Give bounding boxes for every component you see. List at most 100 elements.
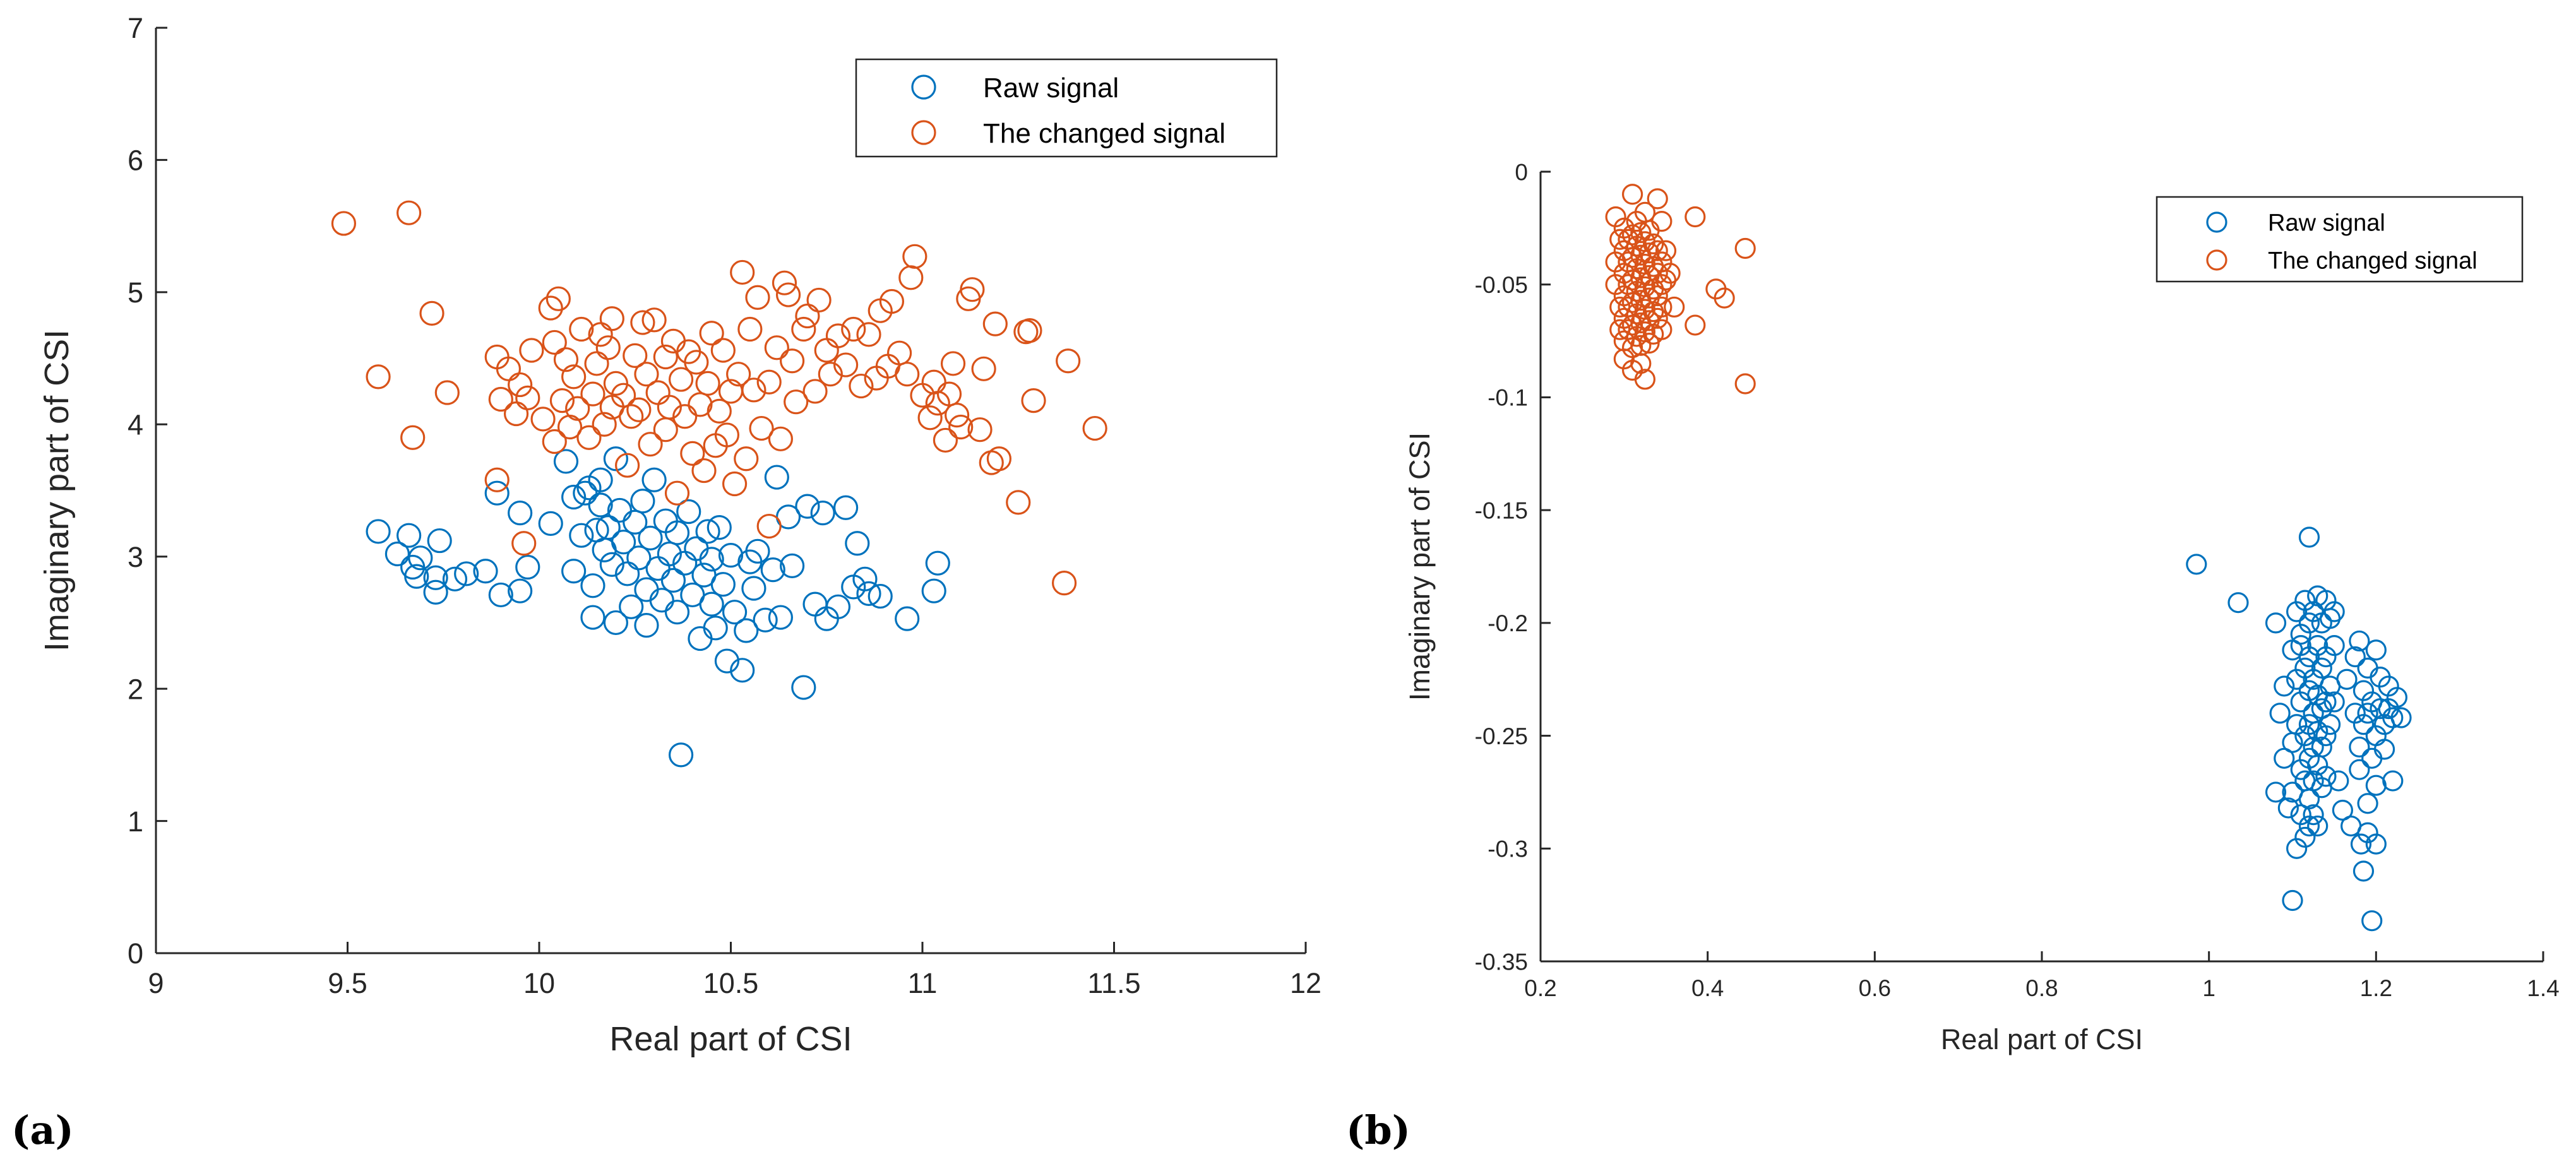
data-point xyxy=(841,316,866,342)
y-tick-label: 5 xyxy=(128,276,143,309)
data-point xyxy=(660,567,686,593)
legend-marker xyxy=(2206,249,2227,271)
data-point xyxy=(2274,675,2295,697)
data-point xyxy=(2294,826,2316,848)
data-point xyxy=(1685,314,1706,336)
data-point xyxy=(2349,759,2370,780)
data-point xyxy=(599,306,624,331)
x-tick-label: 11 xyxy=(908,967,938,999)
data-point xyxy=(626,545,652,571)
data-point xyxy=(695,519,720,544)
data-point xyxy=(538,511,563,536)
data-point xyxy=(657,541,682,567)
data-point xyxy=(1082,415,1107,441)
data-point xyxy=(825,594,851,619)
data-point xyxy=(508,578,533,603)
data-point xyxy=(753,607,778,632)
data-point xyxy=(2323,601,2345,622)
data-point xyxy=(960,277,985,302)
data-point xyxy=(707,515,732,540)
data-point xyxy=(561,364,587,389)
data-point xyxy=(814,338,839,363)
data-point xyxy=(879,288,905,314)
x-axis-title: Real part of CSI xyxy=(1941,1023,2143,1055)
data-point xyxy=(2315,691,2337,713)
data-point xyxy=(2323,691,2345,713)
data-point xyxy=(592,412,617,437)
data-point xyxy=(1621,184,1643,205)
data-point xyxy=(2315,766,2337,787)
data-point xyxy=(565,396,590,421)
x-tick-label: 1 xyxy=(2202,975,2215,1001)
data-point xyxy=(397,523,422,548)
x-tick-label: 12 xyxy=(1290,967,1321,999)
data-point xyxy=(1655,240,1677,261)
data-point xyxy=(549,388,575,413)
data-point xyxy=(584,351,609,376)
data-point xyxy=(948,414,974,440)
data-point xyxy=(688,626,713,651)
data-point xyxy=(2365,639,2387,661)
data-point xyxy=(2311,657,2332,679)
data-point xyxy=(664,600,690,625)
data-point xyxy=(1006,490,1031,515)
data-point xyxy=(703,615,728,641)
data-point xyxy=(917,405,943,431)
data-point xyxy=(615,453,640,478)
data-point xyxy=(553,347,579,372)
data-point xyxy=(1664,296,1685,318)
data-point xyxy=(2311,736,2332,758)
data-point xyxy=(484,467,510,492)
data-point xyxy=(626,397,652,422)
data-point xyxy=(756,513,782,539)
y-tick-label: -0.05 xyxy=(1475,272,1528,298)
data-point xyxy=(710,572,736,597)
data-point xyxy=(561,559,587,584)
panel-label: (b) xyxy=(1346,1107,1410,1153)
data-point xyxy=(1017,318,1042,343)
data-point xyxy=(2186,554,2207,575)
x-tick-label: 0.4 xyxy=(1691,975,1724,1001)
data-point xyxy=(2361,747,2383,769)
data-point xyxy=(599,552,624,577)
data-point xyxy=(607,497,633,523)
data-point xyxy=(921,369,946,395)
data-point xyxy=(434,380,460,405)
data-point xyxy=(722,600,748,625)
data-point xyxy=(1734,373,1756,395)
legend: Raw signal The changed signal xyxy=(2156,196,2524,283)
x-tick-label: 10 xyxy=(523,967,555,999)
legend-entry: The changed signal xyxy=(2268,248,2478,275)
data-point xyxy=(400,425,426,450)
data-point xyxy=(2265,781,2287,803)
data-point xyxy=(2265,612,2287,634)
data-point xyxy=(1021,388,1046,413)
data-point xyxy=(588,492,613,518)
data-point xyxy=(484,480,510,506)
x-axis-title: Real part of CSI xyxy=(609,1020,852,1058)
data-point xyxy=(699,547,724,572)
data-point xyxy=(2357,657,2378,679)
data-point xyxy=(619,594,644,619)
data-point xyxy=(2357,793,2378,814)
data-point xyxy=(856,581,881,606)
y-tick-label: -0.1 xyxy=(1488,385,1528,411)
data-point xyxy=(515,554,540,580)
data-point xyxy=(791,316,816,342)
data-point xyxy=(2298,815,2320,837)
data-point xyxy=(818,362,843,387)
data-point xyxy=(408,545,433,571)
data-point xyxy=(672,404,698,429)
data-point xyxy=(488,582,513,608)
data-point xyxy=(780,348,805,374)
data-point xyxy=(508,372,533,398)
data-point xyxy=(664,520,690,545)
data-point xyxy=(741,377,766,403)
data-point xyxy=(634,613,659,638)
data-point xyxy=(895,362,920,387)
data-point xyxy=(695,371,720,396)
data-point xyxy=(925,550,950,576)
data-point xyxy=(542,330,567,355)
data-point xyxy=(538,295,563,321)
data-point xyxy=(442,566,468,591)
